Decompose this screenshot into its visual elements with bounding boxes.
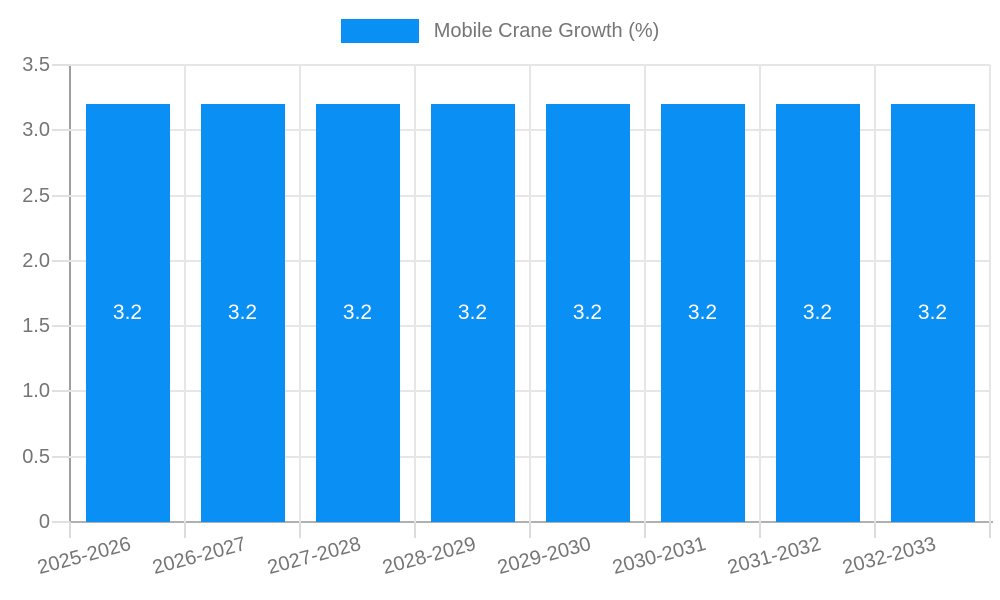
x-tick <box>874 522 876 538</box>
x-tick <box>69 522 71 538</box>
x-tick <box>759 522 761 538</box>
x-axis-category-label: 2028-2029 <box>380 533 479 580</box>
bar[interactable]: 3.2 <box>85 104 170 522</box>
x-gridline <box>989 65 991 522</box>
x-axis-category-label: 2031-2032 <box>725 533 824 580</box>
bar-value-label: 3.2 <box>227 301 258 325</box>
y-axis-tick-label: 2.5 <box>22 184 50 207</box>
bar[interactable]: 3.2 <box>430 104 515 522</box>
x-gridline <box>299 65 301 522</box>
legend-item[interactable]: Mobile Crane Growth (%) <box>340 19 660 43</box>
x-axis-category-label: 2030-2031 <box>610 533 709 580</box>
y-tick <box>52 259 70 262</box>
bar-value-label: 3.2 <box>342 301 373 325</box>
bar-value-label: 3.2 <box>457 301 488 325</box>
bar[interactable]: 3.2 <box>660 104 745 522</box>
y-tick <box>52 325 70 328</box>
y-tick <box>52 64 70 66</box>
x-tick <box>299 522 301 538</box>
bar-value-label: 3.2 <box>112 301 143 325</box>
x-tick <box>989 522 991 538</box>
y-tick <box>52 129 70 132</box>
bar[interactable]: 3.2 <box>775 104 860 522</box>
plot-area: 3.2 3.2 3.2 3.2 3.2 3.2 3.2 3.2 <box>52 64 993 538</box>
x-axis-category-label: 2029-2030 <box>495 533 594 580</box>
x-tick <box>414 522 416 538</box>
x-axis-category-label: 2026-2027 <box>150 533 249 580</box>
legend-label: Mobile Crane Growth (%) <box>433 20 660 42</box>
bar-value-label: 3.2 <box>802 301 833 325</box>
x-gridline <box>529 65 531 522</box>
x-axis-category-label: 2032-2033 <box>840 533 939 580</box>
y-axis-tick-label: 1.5 <box>22 315 50 338</box>
y-tick <box>52 521 70 523</box>
y-tick <box>52 455 70 458</box>
x-gridline <box>759 65 761 522</box>
x-gridline <box>874 65 876 522</box>
bar-value-label: 3.2 <box>572 301 603 325</box>
y-tick <box>52 390 70 393</box>
y-axis-tick-label: 0.5 <box>22 445 50 468</box>
legend: Mobile Crane Growth (%) <box>0 19 1000 43</box>
y-axis-tick-label: 0 <box>38 511 50 533</box>
y-tick <box>52 194 70 197</box>
x-tick <box>529 522 531 538</box>
bar[interactable]: 3.2 <box>890 104 975 522</box>
bar[interactable]: 3.2 <box>315 104 400 522</box>
bar[interactable]: 3.2 <box>200 104 285 522</box>
bar[interactable]: 3.2 <box>545 104 630 522</box>
x-gridline <box>414 65 416 522</box>
bar-value-label: 3.2 <box>917 301 948 325</box>
y-axis-tick-label: 3.5 <box>22 54 50 76</box>
y-axis-line <box>69 65 71 522</box>
x-gridline <box>644 65 646 522</box>
x-gridline <box>184 65 186 522</box>
x-axis-category-label: 2025-2026 <box>35 533 134 580</box>
legend-swatch-icon <box>340 19 419 43</box>
y-axis-tick-label: 3.0 <box>22 119 50 142</box>
y-axis-tick-label: 1.0 <box>22 380 50 403</box>
bar-value-label: 3.2 <box>687 301 718 325</box>
x-axis-category-label: 2027-2028 <box>265 533 364 580</box>
y-axis-tick-label: 2.0 <box>22 249 50 272</box>
x-tick <box>184 522 186 538</box>
x-tick <box>644 522 646 538</box>
